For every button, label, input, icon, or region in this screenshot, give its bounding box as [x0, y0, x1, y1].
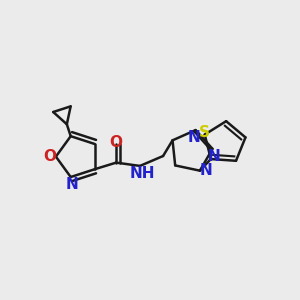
Text: N: N	[188, 130, 200, 145]
Text: O: O	[110, 135, 123, 150]
Text: N: N	[208, 148, 220, 164]
Text: S: S	[199, 125, 210, 140]
Text: N: N	[65, 177, 78, 192]
Text: O: O	[44, 149, 56, 164]
Text: NH: NH	[130, 166, 155, 181]
Text: N: N	[200, 163, 212, 178]
